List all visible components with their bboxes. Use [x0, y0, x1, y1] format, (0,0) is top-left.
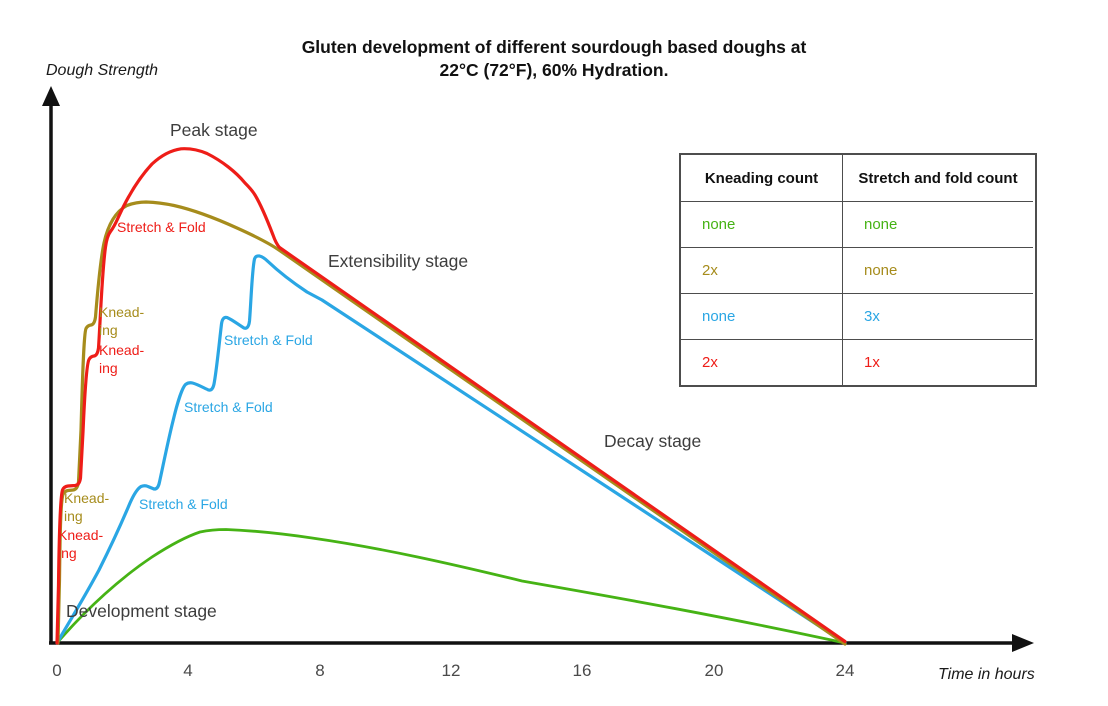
x-tick-8: 8: [315, 661, 325, 680]
legend-row-blue-fold: 3x: [842, 293, 1033, 339]
olive-kneading-annotation-2: Knead- ing: [99, 304, 145, 338]
y-axis-label: Dough Strength: [46, 62, 159, 79]
x-axis-arrow-icon: [1012, 634, 1034, 652]
red-kneading-annotation-1: Knead- ing: [58, 527, 104, 561]
blue-stretch-fold-annotation-3: Stretch & Fold: [224, 332, 313, 348]
curve-red-2x-1x: [55, 147, 847, 645]
legend-row-olive-fold: none: [842, 247, 1033, 293]
peak-stage-label: Peak stage: [170, 120, 258, 140]
legend-row-green-fold: none: [842, 201, 1033, 247]
legend-row-blue-kneading: none: [681, 293, 842, 339]
development-stage-label: Development stage: [66, 601, 217, 621]
curve-blue-none-3x: [55, 254, 847, 645]
red-stretch-fold-annotation: Stretch & Fold: [117, 219, 206, 235]
blue-stretch-fold-annotation-2: Stretch & Fold: [184, 399, 273, 415]
curve-green-none-none: [55, 528, 847, 645]
olive-kneading-annotation-1: Knead- ing: [64, 490, 110, 524]
legend-row-green-kneading: none: [681, 201, 842, 247]
x-tick-24: 24: [835, 661, 855, 680]
legend-table: Kneading count Stretch and fold count no…: [679, 153, 1037, 387]
x-axis-label: Time in hours: [938, 666, 1035, 683]
y-axis-arrow-icon: [42, 86, 60, 106]
legend-row-olive-kneading: 2x: [681, 247, 842, 293]
legend-row-red-fold: 1x: [842, 339, 1033, 385]
x-tick-12: 12: [441, 661, 461, 680]
x-tick-4: 4: [183, 661, 193, 680]
legend-header-fold: Stretch and fold count: [842, 155, 1033, 201]
x-tick-0: 0: [52, 661, 62, 680]
red-kneading-annotation-2: Knead- ing: [99, 342, 145, 376]
x-tick-20: 20: [704, 661, 724, 680]
chart-title: Gluten development of different sourdoug…: [301, 37, 807, 80]
extensibility-stage-label: Extensibility stage: [328, 251, 469, 271]
curve-olive-2x-none: [56, 200, 847, 646]
legend-header-kneading: Kneading count: [704, 169, 819, 187]
legend-row-red-kneading: 2x: [681, 339, 842, 385]
blue-stretch-fold-annotation-1: Stretch & Fold: [139, 496, 228, 512]
decay-stage-label: Decay stage: [604, 431, 702, 451]
x-tick-16: 16: [572, 661, 592, 680]
